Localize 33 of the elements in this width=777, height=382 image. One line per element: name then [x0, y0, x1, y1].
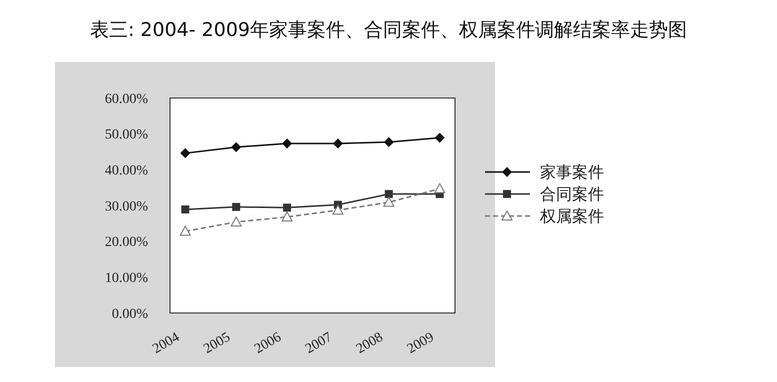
point — [282, 138, 292, 149]
point — [231, 142, 242, 152]
point — [230, 216, 242, 226]
point — [384, 190, 393, 198]
x-tick-label: 2004 — [150, 330, 182, 357]
point — [181, 205, 190, 214]
legend-label: 合同案件 — [540, 184, 604, 204]
x-tick-label: 2007 — [303, 330, 335, 357]
x-tick-label: 2006 — [252, 330, 284, 357]
point — [434, 183, 446, 194]
x-tick-label: 2009 — [404, 330, 437, 357]
legend-label: 权属案件 — [539, 206, 604, 226]
point — [332, 138, 343, 149]
y-tick-label: 30.00% — [104, 199, 148, 214]
y-tick-label: 20.00% — [104, 235, 148, 250]
y-tick-label: 10.00% — [104, 271, 148, 286]
legend-label: 家事案件 — [540, 162, 604, 182]
x-tick-label: 2008 — [354, 330, 386, 357]
y-tick-label: 60.00% — [104, 92, 148, 107]
y-tick-label: 0.00% — [112, 306, 148, 322]
point — [282, 211, 293, 222]
x-tick-label: 2005 — [201, 330, 234, 357]
point — [332, 204, 344, 215]
y-tick-label: 40.00% — [104, 164, 148, 179]
point — [232, 202, 240, 211]
point — [180, 148, 190, 158]
point — [180, 226, 191, 236]
point — [383, 196, 394, 207]
point — [283, 204, 292, 212]
chart-title: 表三: 2004- 2009年家事案件、合同案件、权属案件调解结案率走势图 — [90, 19, 688, 41]
y-tick-label: 50.00% — [104, 128, 148, 143]
point — [384, 137, 394, 148]
point — [434, 132, 445, 143]
